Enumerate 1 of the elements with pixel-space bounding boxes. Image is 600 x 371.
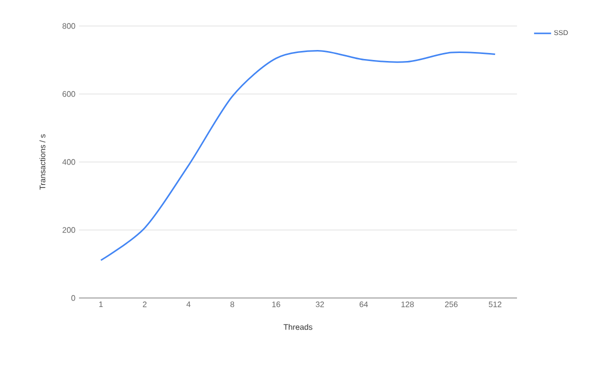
line-series — [100, 50, 496, 262]
